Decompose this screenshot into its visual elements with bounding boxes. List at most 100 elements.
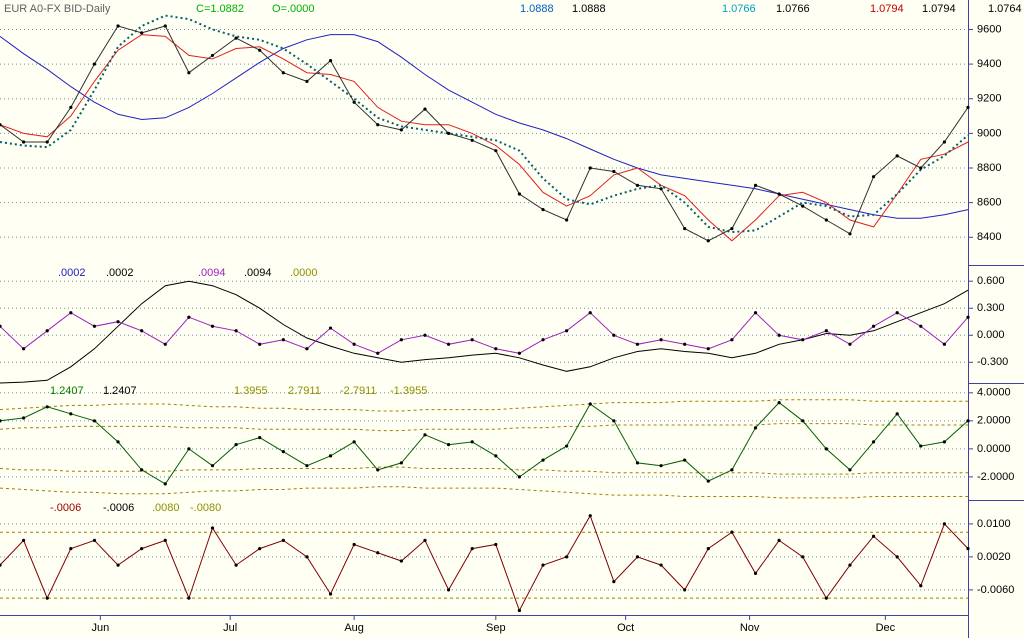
data-point [777, 538, 781, 542]
data-point [116, 320, 120, 324]
x-tick-label: Jul [223, 622, 237, 634]
data-point [22, 140, 26, 144]
y-tick-label: -0.0060 [977, 584, 1014, 596]
data-point [753, 571, 758, 575]
y-tick-label: 0.0000 [977, 443, 1011, 455]
data-point [683, 458, 687, 462]
data-point [399, 461, 403, 465]
annotation: .0080 [152, 502, 180, 514]
data-point [659, 464, 663, 468]
series-line [0, 311, 969, 354]
data-point [470, 547, 474, 551]
annotation: .0000 [290, 267, 318, 279]
series-line [0, 34, 969, 242]
annotation: -.0006 [50, 502, 81, 514]
data-point [895, 311, 899, 315]
data-point [45, 596, 49, 600]
data-point [234, 36, 238, 40]
data-point [919, 584, 923, 588]
data-point [69, 311, 73, 315]
x-tick-label: Nov [740, 622, 760, 634]
data-point [824, 447, 828, 451]
data-point [376, 468, 380, 472]
annotation: 1.2407 [50, 385, 84, 397]
data-point [116, 563, 120, 567]
data-point [753, 183, 758, 187]
data-point [517, 475, 522, 479]
data-point [423, 538, 427, 542]
data-point [0, 324, 2, 328]
data-point [848, 563, 852, 567]
data-point [210, 324, 215, 328]
data-point [683, 342, 687, 346]
data-point [541, 563, 545, 567]
data-point [281, 538, 285, 542]
series-line [0, 14, 969, 234]
data-point [446, 443, 451, 447]
data-point [140, 329, 144, 333]
annotation: 1.0766 [722, 3, 756, 15]
data-point [328, 454, 333, 458]
data-point [730, 338, 734, 342]
data-point [942, 440, 946, 444]
data-point [824, 596, 828, 600]
data-point [565, 444, 569, 448]
data-point [352, 440, 356, 444]
y-tick-label: 8800 [977, 162, 1001, 174]
data-point [730, 227, 734, 231]
series-line [0, 25, 969, 242]
data-point [730, 530, 734, 534]
data-point [659, 187, 663, 191]
data-point [423, 107, 427, 111]
data-point [45, 140, 49, 144]
annotation: -2.7911 [340, 385, 377, 397]
y-tick-label: 2.0000 [977, 415, 1011, 427]
data-point [612, 580, 616, 584]
data-point [258, 436, 262, 440]
data-point [69, 412, 73, 416]
data-point [848, 468, 852, 472]
data-point [92, 324, 97, 328]
data-point [871, 175, 876, 179]
data-point [517, 351, 522, 355]
data-point [45, 329, 49, 333]
data-point [942, 342, 946, 346]
data-point [635, 461, 640, 465]
data-point [730, 468, 734, 472]
series-line [0, 514, 969, 612]
data-point [0, 419, 2, 423]
data-point [92, 62, 97, 66]
y-tick-label: 0.300 [977, 302, 1005, 314]
data-point [659, 563, 663, 567]
data-point [612, 333, 616, 337]
data-point [281, 450, 285, 454]
data-point [305, 347, 309, 351]
y-tick-label: 9200 [977, 93, 1001, 105]
data-point [423, 433, 427, 437]
data-point [848, 342, 852, 346]
data-point [0, 563, 2, 567]
data-point [706, 347, 710, 351]
data-point [541, 458, 545, 462]
data-point [683, 588, 687, 592]
data-point [210, 526, 215, 530]
data-point [258, 48, 262, 52]
data-point [187, 596, 191, 600]
data-point [635, 342, 640, 346]
annotation: 1.0888 [572, 3, 606, 15]
series-line [0, 34, 969, 219]
annotation: .0094 [198, 267, 226, 279]
x-tick-label: Sep [486, 622, 506, 634]
annotation: 1.0794 [870, 3, 904, 15]
data-point [0, 123, 2, 127]
y-tick-label: 9400 [977, 58, 1001, 70]
data-point [140, 547, 144, 551]
data-point [140, 31, 144, 35]
data-point [541, 207, 545, 212]
data-point [942, 522, 946, 526]
data-point [234, 563, 238, 567]
data-point [210, 464, 215, 468]
data-point [494, 149, 498, 153]
data-point [541, 338, 545, 342]
